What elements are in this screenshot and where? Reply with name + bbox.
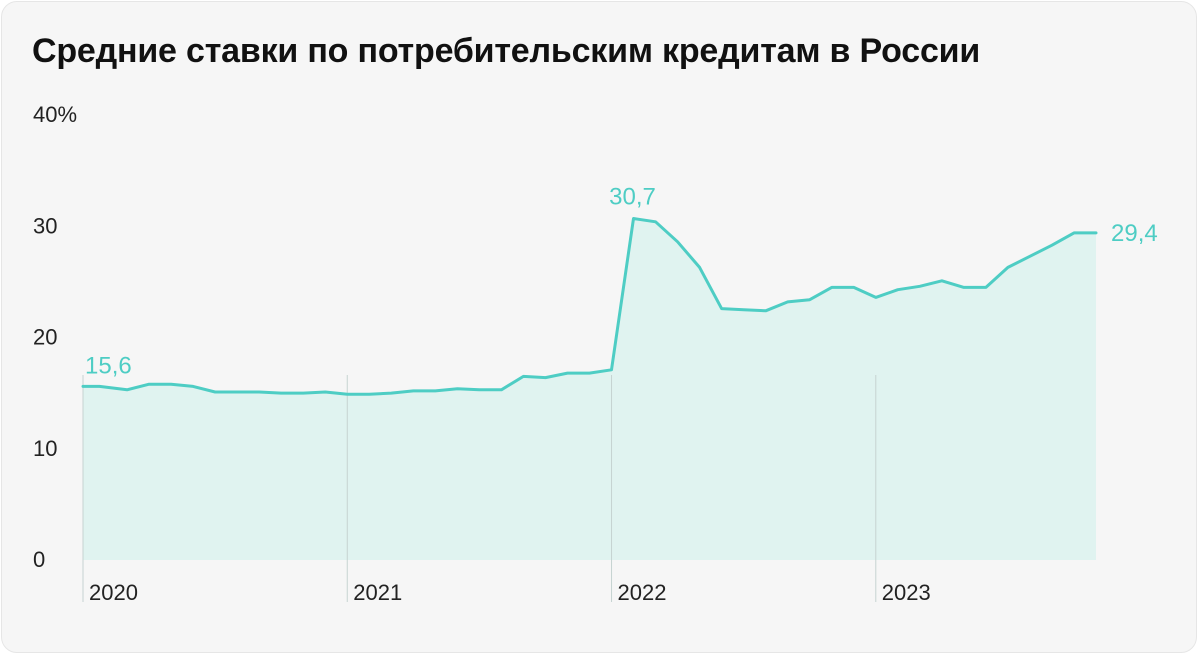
data-label-47: 29,4 xyxy=(1111,220,1158,247)
y-tick-label-30: 30 xyxy=(33,213,57,238)
y-tick-label-10: 10 xyxy=(33,436,57,461)
data-label-0: 15,6 xyxy=(85,352,132,379)
x-tick-label-2022: 2022 xyxy=(618,580,667,605)
y-tick-label-0: 0 xyxy=(33,547,45,572)
y-tick-label-40: 40% xyxy=(33,102,77,127)
x-tick-label-2021: 2021 xyxy=(353,580,402,605)
data-label-25: 30,7 xyxy=(609,183,656,210)
series-line xyxy=(81,217,1098,396)
y-tick-label-20: 20 xyxy=(33,325,57,350)
chart-title: Средние ставки по потребительским кредит… xyxy=(32,32,981,70)
x-tick-label-2023: 2023 xyxy=(882,580,931,605)
x-tick-label-2020: 2020 xyxy=(89,580,138,605)
series-area xyxy=(83,218,1096,560)
